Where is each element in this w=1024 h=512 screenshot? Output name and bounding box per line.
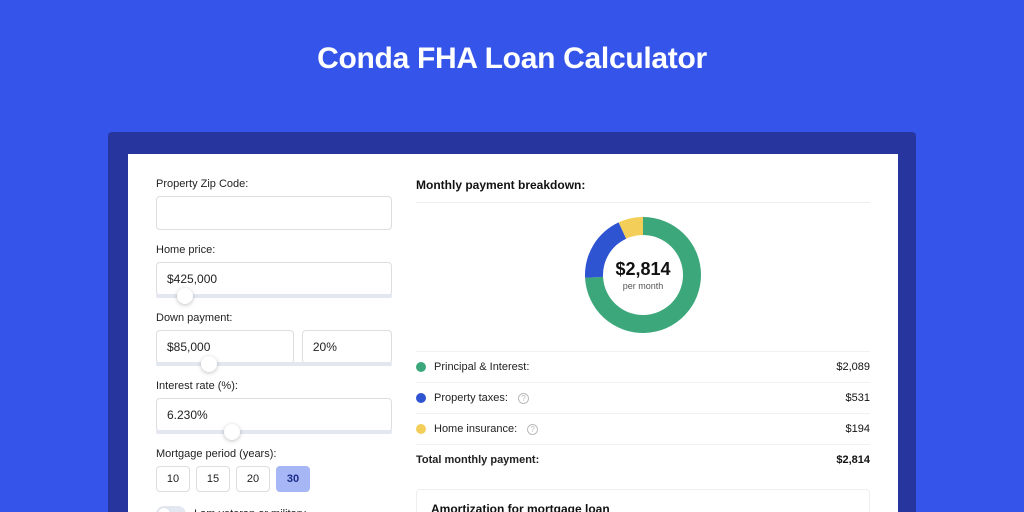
home-price-label: Home price:	[156, 244, 392, 256]
down-payment-group: Down payment:	[156, 312, 392, 366]
mortgage-period-option-10[interactable]: 10	[156, 466, 190, 492]
veteran-toggle-label: I am veteran or military	[194, 508, 306, 512]
breakdown-value-total: $2,814	[836, 454, 870, 466]
breakdown-label-principal: Principal & Interest:	[434, 361, 529, 373]
donut-center: $2,814 per month	[615, 259, 670, 291]
breakdown-label-taxes: Property taxes:	[434, 392, 508, 404]
amortization-heading: Amortization for mortgage loan	[431, 502, 855, 512]
down-payment-slider[interactable]	[156, 362, 392, 366]
breakdown-heading: Monthly payment breakdown:	[416, 178, 870, 203]
down-payment-slider-knob[interactable]	[201, 356, 217, 372]
zip-code-group: Property Zip Code:	[156, 178, 392, 230]
dot-principal	[416, 362, 426, 372]
donut-chart: $2,814 per month	[583, 215, 703, 335]
breakdown-value-insurance: $194	[846, 423, 870, 435]
interest-rate-slider-knob[interactable]	[224, 424, 240, 440]
breakdown-row-principal: Principal & Interest: $2,089	[416, 351, 870, 382]
breakdown-value-principal: $2,089	[836, 361, 870, 373]
zip-code-label: Property Zip Code:	[156, 178, 392, 190]
page-background: Conda FHA Loan Calculator Property Zip C…	[0, 0, 1024, 512]
donut-sub: per month	[615, 281, 670, 291]
mortgage-period-option-30[interactable]: 30	[276, 466, 310, 492]
mortgage-period-option-15[interactable]: 15	[196, 466, 230, 492]
interest-rate-group: Interest rate (%):	[156, 380, 392, 434]
interest-rate-slider[interactable]	[156, 430, 392, 434]
input-column: Property Zip Code: Home price: Down paym…	[156, 178, 392, 512]
breakdown-label-total: Total monthly payment:	[416, 454, 539, 466]
dot-taxes	[416, 393, 426, 403]
mortgage-period-option-20[interactable]: 20	[236, 466, 270, 492]
home-price-slider[interactable]	[156, 294, 392, 298]
interest-rate-input[interactable]	[156, 398, 392, 432]
home-price-group: Home price:	[156, 244, 392, 298]
breakdown-label-insurance: Home insurance:	[434, 423, 517, 435]
donut-amount: $2,814	[615, 259, 670, 280]
home-price-slider-knob[interactable]	[177, 288, 193, 304]
donut-chart-wrap: $2,814 per month	[416, 215, 870, 335]
dot-insurance	[416, 424, 426, 434]
breakdown-value-taxes: $531	[846, 392, 870, 404]
mortgage-period-options: 10 15 20 30	[156, 466, 392, 492]
veteran-toggle-row: I am veteran or military	[156, 506, 392, 512]
veteran-toggle[interactable]	[156, 506, 186, 512]
info-icon[interactable]: ?	[518, 393, 529, 404]
mortgage-period-group: Mortgage period (years): 10 15 20 30	[156, 448, 392, 492]
calculator-card: Property Zip Code: Home price: Down paym…	[128, 154, 898, 512]
zip-code-input[interactable]	[156, 196, 392, 230]
breakdown-row-taxes: Property taxes: ? $531	[416, 382, 870, 413]
results-column: Monthly payment breakdown: $2,814 per mo…	[416, 178, 870, 512]
mortgage-period-label: Mortgage period (years):	[156, 448, 392, 460]
breakdown-row-total: Total monthly payment: $2,814	[416, 444, 870, 475]
amortization-box: Amortization for mortgage loan Amortizat…	[416, 489, 870, 512]
down-payment-amount-input[interactable]	[156, 330, 294, 364]
down-payment-percent-input[interactable]	[302, 330, 392, 364]
info-icon[interactable]: ?	[527, 424, 538, 435]
page-title: Conda FHA Loan Calculator	[0, 0, 1024, 76]
breakdown-row-insurance: Home insurance: ? $194	[416, 413, 870, 444]
interest-rate-label: Interest rate (%):	[156, 380, 392, 392]
down-payment-label: Down payment:	[156, 312, 392, 324]
